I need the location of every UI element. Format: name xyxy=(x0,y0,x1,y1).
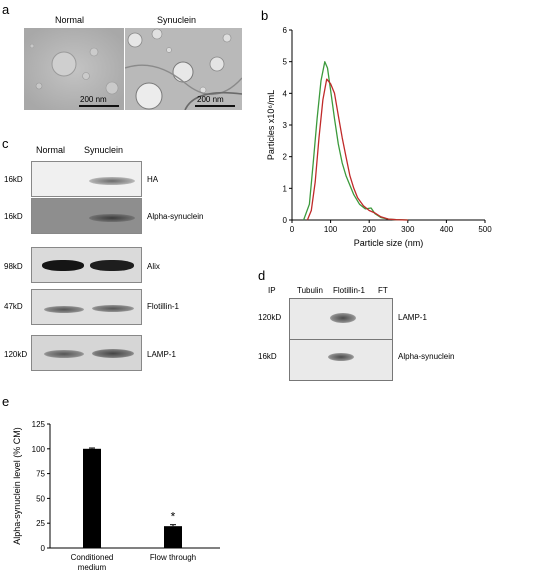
band xyxy=(92,349,134,358)
y-tick-label: 5 xyxy=(283,58,288,67)
panel-d-header-ft: FT xyxy=(378,286,388,295)
y-tick-label: 0 xyxy=(283,216,288,225)
y-tick-label: 0 xyxy=(41,544,46,553)
x-tick-label: 500 xyxy=(478,225,492,234)
blot-c-mw-asyn: 16kD xyxy=(4,212,23,221)
y-tick-label: 125 xyxy=(32,420,46,429)
y-tick-label: 25 xyxy=(36,519,45,528)
panel-d-ip-label: IP xyxy=(268,286,276,295)
x-tick-label: 200 xyxy=(363,225,377,234)
panel-d-header-tubulin: Tubulin xyxy=(297,286,323,295)
blot-c-mw-flot: 47kD xyxy=(4,302,23,311)
em-normal-texture xyxy=(24,28,124,110)
blot-c-name-asyn: Alpha-synuclein xyxy=(147,212,204,221)
scale-bar-normal xyxy=(79,105,119,107)
blot-c-name-flot: Flotillin-1 xyxy=(147,302,180,311)
y-tick-label: 75 xyxy=(36,470,45,479)
panel-c-header-normal: Normal xyxy=(36,145,66,155)
blot-c-row-alpha-synuclein xyxy=(31,198,142,234)
y-tick-label: 2 xyxy=(283,153,288,162)
band xyxy=(328,353,354,361)
band xyxy=(330,313,356,323)
x-tick-label: 300 xyxy=(401,225,415,234)
band xyxy=(42,260,84,271)
blot-d-divider xyxy=(290,339,392,340)
blot-d-mw-asyn: 16kD xyxy=(258,352,277,361)
em-image-synuclein: 200 nm xyxy=(125,28,242,110)
panel-d-label: d xyxy=(258,268,266,283)
series-line-1 xyxy=(306,78,408,221)
x-tick-label: 100 xyxy=(324,225,338,234)
blot-c-row-alix xyxy=(31,247,142,283)
category-label-0: Conditioned xyxy=(71,553,114,562)
band xyxy=(92,305,134,312)
y-axis-label: Particles x10⁶/mL xyxy=(266,90,276,160)
blot-d xyxy=(289,298,393,381)
scale-bar-label-synuclein: 200 nm xyxy=(197,95,224,104)
blot-c-name-lamp: LAMP-1 xyxy=(147,350,176,359)
category-label-0: medium xyxy=(78,563,107,572)
panel-a-label: a xyxy=(2,2,10,17)
blot-c-row-ha xyxy=(31,161,142,197)
band xyxy=(89,214,135,222)
blot-c-row-lamp xyxy=(31,335,142,371)
blot-c-name-alix: Alix xyxy=(147,262,160,271)
panel-e-label: e xyxy=(2,394,10,409)
y-tick-label: 100 xyxy=(32,445,46,454)
panel-c-label: c xyxy=(2,136,9,151)
em-synuclein-texture xyxy=(125,28,242,110)
bar-1 xyxy=(164,526,182,548)
em-image-normal: 200 nm xyxy=(24,28,124,110)
y-tick-label: 4 xyxy=(283,89,288,98)
panel-a-header-synuclein: Synuclein xyxy=(157,15,197,25)
panel-a-header-normal: Normal xyxy=(55,15,85,25)
y-tick-label: 6 xyxy=(283,26,288,35)
blot-c-mw-lamp: 120kD xyxy=(4,350,28,359)
blot-c-mw-alix: 98kD xyxy=(4,262,23,271)
blot-c-row-flotillin xyxy=(31,289,142,325)
alpha-synuclein-bar-chart: 0 25 50 75 100 125 Alpha-synuclein level (% CM… xyxy=(12,420,220,572)
scale-bar-label-normal: 200 nm xyxy=(80,95,107,104)
band xyxy=(44,306,84,313)
y-tick-label: 1 xyxy=(283,184,288,193)
blot-c-mw-ha: 16kD xyxy=(4,175,23,184)
significance-marker: * xyxy=(171,510,176,524)
blot-d-mw-lamp: 120kD xyxy=(258,313,282,322)
bar-0 xyxy=(83,448,101,548)
y-tick-label: 3 xyxy=(283,121,288,130)
blot-d-name-asyn: Alpha-synuclein xyxy=(398,352,455,361)
band xyxy=(89,177,135,185)
panel-d-header-flotillin: Flotillin-1 xyxy=(333,286,366,295)
band xyxy=(90,260,134,271)
x-tick-label: 0 xyxy=(290,225,295,234)
panel-b-label: b xyxy=(261,8,269,23)
x-axis-label: Particle size (nm) xyxy=(354,238,424,248)
blot-d-name-lamp: LAMP-1 xyxy=(398,313,427,322)
band xyxy=(44,350,84,358)
x-tick-label: 400 xyxy=(440,225,454,234)
blot-c-name-ha: HA xyxy=(147,175,159,184)
y-axis-label: Alpha-synuclein level (% CM) xyxy=(12,427,22,545)
scale-bar-synuclein xyxy=(195,105,235,107)
category-label-1: Flow through xyxy=(150,553,196,562)
particle-size-chart: 0 1 2 3 4 5 6 0 100 200 300 400 500 Particle size (nm… xyxy=(266,26,492,248)
panel-c-header-synuclein: Synuclein xyxy=(84,145,124,155)
y-tick-label: 50 xyxy=(36,494,45,503)
